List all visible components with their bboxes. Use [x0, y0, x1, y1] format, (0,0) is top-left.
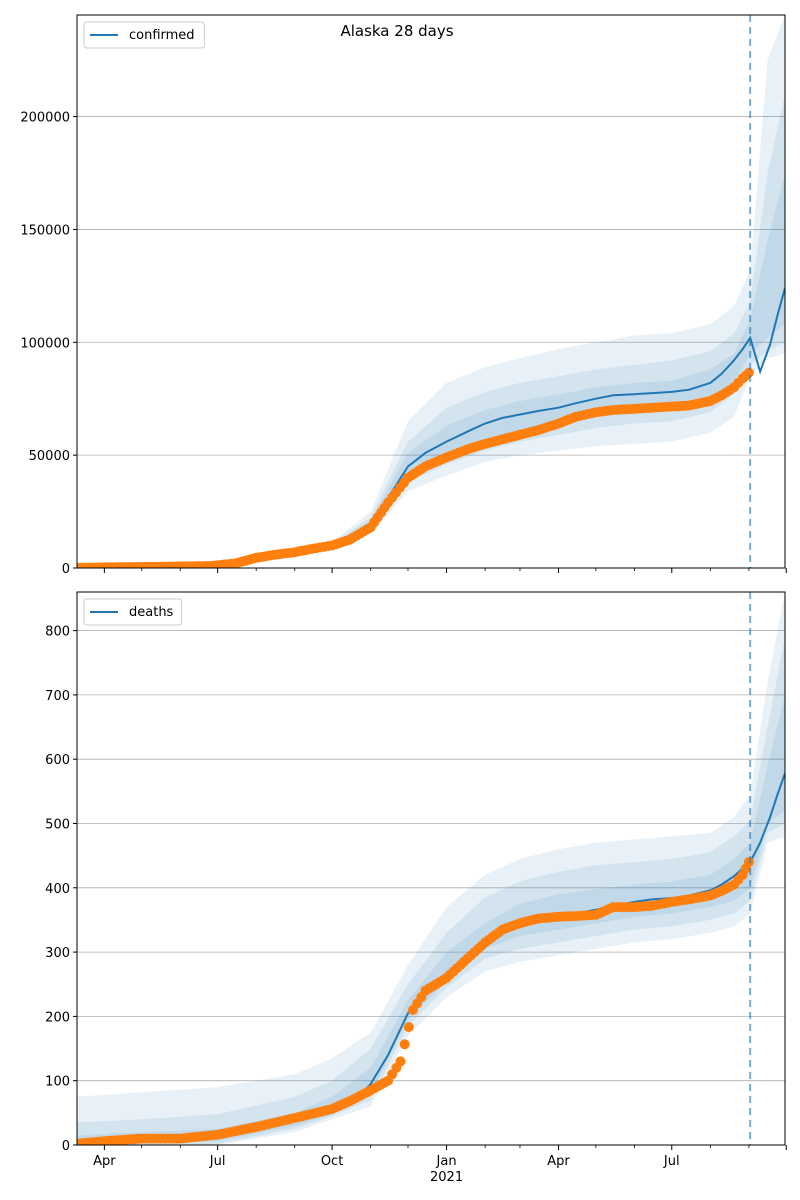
deaths-x-tick-label: Oct	[321, 1154, 343, 1169]
deaths-y-tick-label: 500	[45, 817, 70, 832]
confirmed-legend: confirmed	[84, 22, 204, 48]
deaths-x-tick-label: Jul	[209, 1154, 226, 1169]
confirmed-chart-panel: 0 50000 100000 150000 200000 confirmed	[20, 15, 786, 577]
deaths-y-tick-label: 400	[45, 882, 70, 897]
deaths-chart-panel: 0 100 200 300 400 500 600 700 800 Apr Jul Oct Jan Apr…	[45, 592, 786, 1185]
confirmed-y-tick-label: 0	[62, 562, 70, 577]
deaths-x-tick-label: Jan	[436, 1154, 457, 1169]
confirmed-axes-frame	[77, 15, 785, 568]
deaths-y-tick-label: 800	[45, 625, 70, 640]
confirmed-plot-area	[72, 15, 785, 573]
deaths-y-tick-label: 300	[45, 946, 70, 961]
figure-title: Alaska 28 days	[340, 22, 453, 40]
deaths-x-tick-label: Jul	[663, 1154, 680, 1169]
deaths-legend: deaths	[84, 599, 182, 625]
deaths-observed-point	[400, 1039, 410, 1049]
deaths-observed-point	[744, 857, 754, 867]
confirmed-y-tick-label: 50000	[29, 449, 70, 464]
deaths-y-tick-label: 700	[45, 689, 70, 704]
deaths-observed-point	[396, 1056, 406, 1066]
confirmed-y-tick-label: 200000	[20, 111, 70, 126]
confirmed-observed-point	[744, 368, 754, 378]
deaths-x-year-label: 2021	[430, 1170, 463, 1185]
deaths-y-tick-label: 200	[45, 1010, 70, 1025]
deaths-y-tick-label: 600	[45, 753, 70, 768]
deaths-plot-area	[72, 592, 785, 1149]
confirmed-y-tick-label: 150000	[20, 223, 70, 238]
deaths-y-tick-label: 100	[45, 1075, 70, 1090]
deaths-observed-point	[404, 1022, 414, 1032]
deaths-legend-label: deaths	[129, 605, 174, 620]
deaths-x-tick-label: Apr	[547, 1154, 570, 1169]
deaths-y-tick-label: 0	[62, 1139, 70, 1154]
deaths-x-tick-label: Apr	[93, 1154, 116, 1169]
confirmed-legend-label: confirmed	[129, 28, 195, 43]
confirmed-y-tick-label: 100000	[20, 336, 70, 351]
